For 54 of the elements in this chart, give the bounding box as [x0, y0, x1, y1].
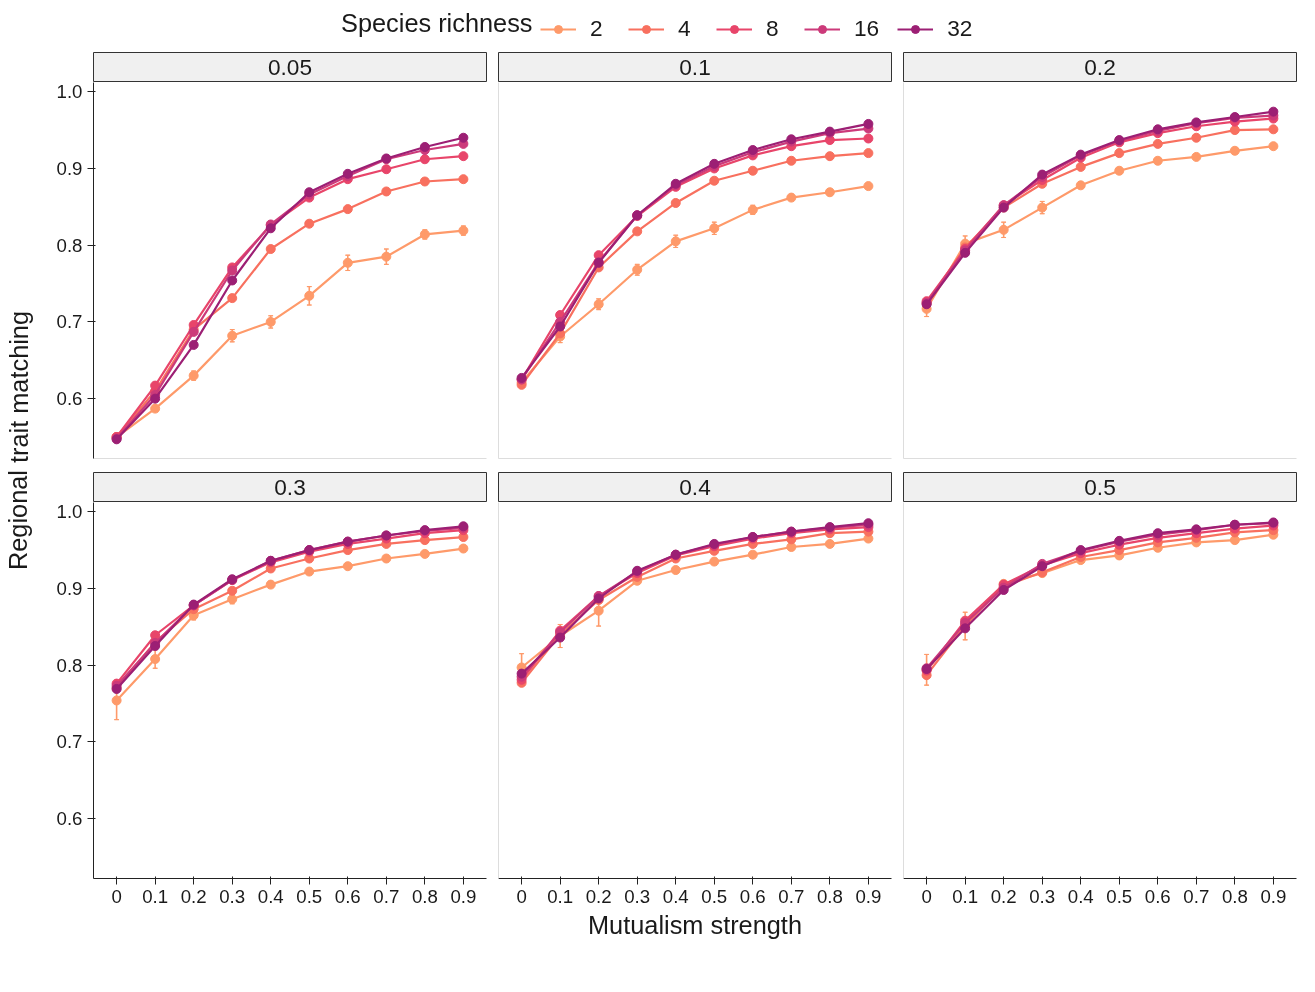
x-tick-label: 0.7 — [1183, 885, 1210, 907]
y-tick-label: 0.6 — [56, 808, 83, 830]
x-tick-label: 0.9 — [855, 885, 882, 907]
x-tick-label: 0.2 — [990, 885, 1017, 907]
y-tick-label: 0.8 — [56, 654, 83, 676]
x-tick-label: 0.3 — [219, 885, 246, 907]
chart-title: 0.1 — [679, 54, 711, 80]
x-tick-label: 0.5 — [296, 885, 323, 907]
x-tick-label: 0 — [111, 885, 122, 907]
x-tick-label: 0 — [921, 885, 932, 907]
x-tick-label: 0.6 — [334, 885, 361, 907]
x-tick-label: 0.4 — [257, 885, 284, 907]
legend-title: Species richness — [341, 8, 533, 37]
chart-title: 0.3 — [274, 474, 306, 500]
legend-label: 8 — [766, 15, 780, 42]
y-tick-label: 1.0 — [56, 81, 83, 103]
y-tick-label: 0.9 — [56, 577, 83, 599]
x-tick-label: 0.2 — [585, 885, 612, 907]
y-tick-label: 0.7 — [56, 311, 83, 333]
chart-title: 0.5 — [1084, 474, 1116, 500]
x-tick-label: 0.8 — [411, 885, 438, 907]
chart-title: 0.4 — [679, 474, 711, 500]
x-tick-label: 0.6 — [739, 885, 766, 907]
chart-title: 0.2 — [1084, 54, 1116, 80]
x-tick-label: 0.3 — [624, 885, 651, 907]
x-tick-label: 0 — [516, 885, 527, 907]
legend-label: 16 — [854, 15, 880, 42]
x-tick-label: 0.7 — [778, 885, 805, 907]
x-tick-label: 0.4 — [1067, 885, 1094, 907]
legend-label: 4 — [678, 15, 692, 42]
x-tick-label: 0.1 — [952, 885, 979, 907]
x-tick-label: 0.9 — [450, 885, 477, 907]
x-tick-label: 0.5 — [1106, 885, 1133, 907]
y-tick-label: 1.0 — [56, 501, 83, 523]
x-tick-label: 0.8 — [816, 885, 843, 907]
legend-label: 32 — [947, 15, 973, 42]
x-tick-label: 0.1 — [547, 885, 574, 907]
x-tick-label: 0.4 — [662, 885, 689, 907]
x-tick-label: 0.9 — [1260, 885, 1287, 907]
chart-title: 0.05 — [267, 54, 313, 80]
y-axis-title: Regional trait matching — [4, 310, 33, 571]
x-tick-label: 0.3 — [1029, 885, 1056, 907]
legend-label: 2 — [590, 15, 604, 42]
y-tick-label: 0.7 — [56, 731, 83, 753]
x-tick-label: 0.5 — [701, 885, 728, 907]
x-tick-label: 0.1 — [142, 885, 169, 907]
y-tick-label: 0.8 — [56, 234, 83, 256]
x-tick-label: 0.7 — [373, 885, 400, 907]
x-axis-title: Mutualism strength — [588, 910, 802, 939]
x-tick-label: 0.6 — [1144, 885, 1171, 907]
x-tick-label: 0.8 — [1221, 885, 1248, 907]
y-tick-label: 0.9 — [56, 157, 83, 179]
y-tick-label: 0.6 — [56, 388, 83, 410]
x-tick-label: 0.2 — [180, 885, 207, 907]
